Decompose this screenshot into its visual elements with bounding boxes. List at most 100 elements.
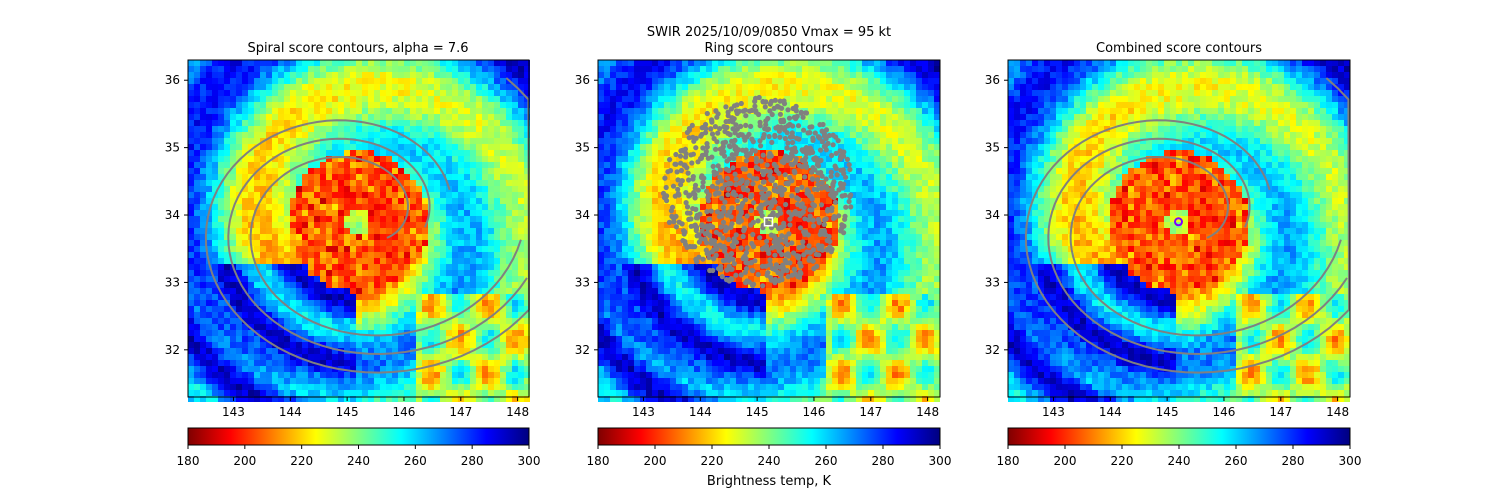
- heatmap-cell: [826, 66, 832, 72]
- heatmap-cell: [302, 90, 308, 96]
- heatmap-cell: [314, 114, 320, 120]
- heatmap-cell: [506, 60, 512, 66]
- heatmap-cell: [518, 60, 524, 66]
- heatmap-cell: [392, 378, 398, 384]
- heatmap-cell: [404, 216, 410, 222]
- heatmap-cell: [652, 150, 658, 156]
- heatmap-cell: [398, 90, 404, 96]
- heatmap-cell: [476, 204, 482, 210]
- heatmap-cell: [320, 240, 326, 246]
- heatmap-cell: [458, 126, 464, 132]
- heatmap-cell: [898, 102, 904, 108]
- heatmap-cell: [518, 234, 524, 240]
- heatmap-cell: [206, 330, 212, 336]
- heatmap-cell: [482, 294, 488, 300]
- heatmap-cell: [314, 336, 320, 342]
- heatmap-cell: [628, 162, 634, 168]
- heatmap-cell: [808, 102, 814, 108]
- heatmap-cell: [910, 168, 916, 174]
- heatmap-cell: [604, 114, 610, 120]
- heatmap-cell: [404, 150, 410, 156]
- heatmap-cell: [458, 384, 464, 390]
- heatmap-cell: [350, 240, 356, 246]
- heatmap-cell: [488, 318, 494, 324]
- heatmap-cell: [338, 78, 344, 84]
- heatmap-cell: [416, 246, 422, 252]
- heatmap-cell: [482, 288, 488, 294]
- heatmap-cell: [766, 156, 772, 162]
- heatmap-cell: [260, 90, 266, 96]
- heatmap-cell: [500, 150, 506, 156]
- heatmap-cell: [470, 162, 476, 168]
- heatmap-cell: [458, 348, 464, 354]
- heatmap-cell: [796, 216, 802, 222]
- heatmap-cell: [308, 72, 314, 78]
- heatmap-cell: [308, 198, 314, 204]
- heatmap-cell: [236, 240, 242, 246]
- heatmap-cell: [200, 198, 206, 204]
- heatmap-cell: [320, 234, 326, 240]
- heatmap-cell: [616, 84, 622, 90]
- heatmap-cell: [320, 186, 326, 192]
- heatmap-cell: [892, 198, 898, 204]
- heatmap-cell: [470, 324, 476, 330]
- colorbar-tick-label: 180: [177, 454, 200, 468]
- heatmap-cell: [374, 396, 380, 402]
- heatmap-cell: [440, 240, 446, 246]
- heatmap-cell: [604, 234, 610, 240]
- heatmap-cell: [452, 336, 458, 342]
- heatmap-cell: [622, 174, 628, 180]
- heatmap-cell: [308, 300, 314, 306]
- heatmap-cell: [410, 60, 416, 66]
- heatmap-cell: [368, 252, 374, 258]
- heatmap-cell: [766, 60, 772, 66]
- heatmap-cell: [236, 120, 242, 126]
- heatmap-cell: [470, 150, 476, 156]
- heatmap-cell: [242, 216, 248, 222]
- heatmap-cell: [362, 264, 368, 270]
- heatmap-cell: [338, 108, 344, 114]
- heatmap-cell: [302, 222, 308, 228]
- heatmap-cell: [904, 120, 910, 126]
- heatmap-cell: [332, 66, 338, 72]
- heatmap-cell: [410, 210, 416, 216]
- heatmap-cell: [314, 102, 320, 108]
- heatmap-cell: [248, 192, 254, 198]
- heatmap-cell: [670, 180, 676, 186]
- heatmap-cell: [482, 168, 488, 174]
- heatmap-cell: [500, 162, 506, 168]
- heatmap-cell: [464, 144, 470, 150]
- heatmap-cell: [422, 84, 428, 90]
- heatmap-cell: [652, 186, 658, 192]
- heatmap-cell: [446, 306, 452, 312]
- heatmap-cell: [670, 90, 676, 96]
- heatmap-cell: [718, 228, 724, 234]
- heatmap-cell: [494, 312, 500, 318]
- heatmap-cell: [254, 132, 260, 138]
- heatmap-cell: [658, 228, 664, 234]
- heatmap-cell: [928, 138, 934, 144]
- heatmap-cell: [452, 276, 458, 282]
- heatmap-cell: [404, 108, 410, 114]
- heatmap-cell: [844, 90, 850, 96]
- heatmap-cell: [188, 90, 194, 96]
- heatmap-cell: [766, 90, 772, 96]
- heatmap-cell: [398, 114, 404, 120]
- heatmap-cell: [688, 66, 694, 72]
- contour-overlay: [204, 77, 531, 374]
- heatmap-cell: [518, 204, 524, 210]
- heatmap-cell: [512, 348, 518, 354]
- heatmap-cell: [820, 84, 826, 90]
- heatmap-cell: [350, 390, 356, 396]
- heatmap-cell: [344, 126, 350, 132]
- heatmap-cell: [248, 198, 254, 204]
- heatmap-cell: [356, 192, 362, 198]
- heatmap-cell: [254, 156, 260, 162]
- heatmap-cell: [440, 258, 446, 264]
- heatmap-cell: [512, 228, 518, 234]
- heatmap-cell: [290, 378, 296, 384]
- heatmap-cell: [356, 300, 362, 306]
- heatmap-cell: [326, 198, 332, 204]
- heatmap-cell: [464, 192, 470, 198]
- heatmap-cell: [200, 210, 206, 216]
